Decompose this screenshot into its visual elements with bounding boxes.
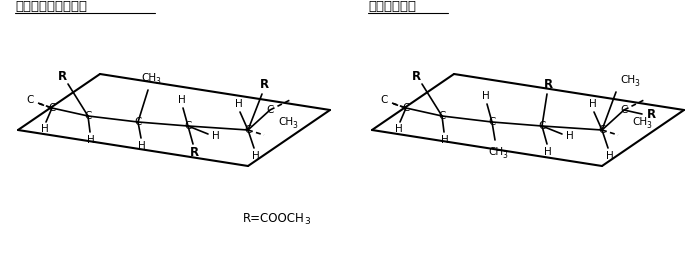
Text: 3: 3: [155, 78, 160, 86]
Text: H: H: [441, 135, 449, 145]
Text: シンジオタクチック: シンジオタクチック: [15, 0, 87, 13]
Text: CH: CH: [278, 117, 293, 127]
Text: C: C: [438, 111, 446, 121]
Text: H: H: [544, 147, 552, 157]
Text: CH: CH: [141, 73, 156, 83]
Text: H: H: [482, 91, 490, 101]
Text: アタクチック: アタクチック: [368, 0, 416, 13]
Text: 3: 3: [646, 121, 651, 130]
Text: R: R: [412, 70, 421, 83]
Text: C: C: [402, 103, 409, 113]
Text: H: H: [212, 131, 220, 141]
Text: R: R: [543, 78, 552, 91]
Text: C: C: [380, 95, 388, 105]
Text: C: C: [244, 125, 252, 135]
Text: CH: CH: [620, 75, 635, 85]
Text: R: R: [57, 70, 66, 83]
Text: CH: CH: [632, 117, 647, 127]
Text: H: H: [589, 99, 597, 109]
Text: C: C: [266, 105, 274, 115]
Text: H: H: [252, 151, 260, 161]
Text: H: H: [138, 141, 146, 151]
Text: H: H: [395, 124, 403, 134]
Text: H: H: [41, 124, 49, 134]
Text: C: C: [84, 111, 92, 121]
Text: CH: CH: [488, 147, 503, 157]
Text: R=COOCH: R=COOCH: [243, 212, 304, 225]
Text: H: H: [235, 99, 243, 109]
Text: 3: 3: [304, 217, 309, 225]
Text: C: C: [48, 103, 56, 113]
Text: R: R: [190, 147, 199, 160]
Text: R: R: [646, 108, 656, 120]
Text: 3: 3: [292, 121, 297, 130]
Text: C: C: [184, 121, 192, 131]
Text: C: C: [598, 125, 606, 135]
Text: C: C: [27, 95, 34, 105]
Text: 3: 3: [634, 80, 639, 88]
Text: 3: 3: [502, 152, 507, 160]
Text: C: C: [538, 121, 546, 131]
Text: C: C: [620, 105, 628, 115]
Text: H: H: [566, 131, 574, 141]
Text: H: H: [178, 95, 186, 105]
Text: C: C: [489, 117, 496, 127]
Text: H: H: [606, 151, 614, 161]
Text: H: H: [87, 135, 95, 145]
Text: R: R: [260, 78, 269, 91]
Text: C: C: [134, 117, 141, 127]
